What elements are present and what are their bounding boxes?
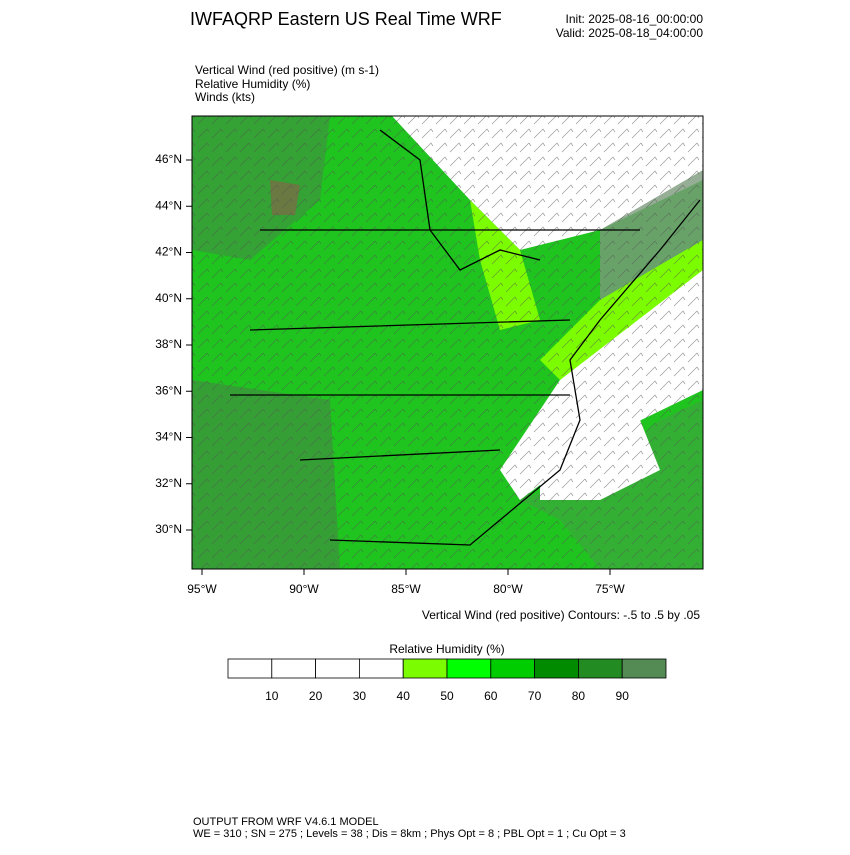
colorbar-label: 60 [484,689,498,703]
footer: OUTPUT FROM WRF V4.6.1 MODEL [193,816,379,828]
colorbar-label: 50 [440,689,454,703]
valid-time: Valid: 2025-08-18_04:00:00 [556,26,704,40]
colorbar-box [358,658,404,679]
lat-label: 36°N [155,383,182,397]
colorbar-box [490,658,535,679]
lon-label: 85°W [391,582,421,596]
lat-label: 38°N [155,337,182,351]
lat-label: 46°N [155,152,182,166]
colorbar-label: 70 [528,689,542,703]
map-frame [191,115,704,570]
colorbar-label: 10 [265,689,279,703]
lon-label: 95°W [187,582,217,596]
colorbar-box [402,658,448,679]
lat-label: 34°N [155,430,182,444]
colorbar: 10 20 30 40 50 60 70 80 90 [227,658,667,703]
lat-axis: 46°N 44°N 42°N 40°N 38°N 36°N 34°N 32°N 30°N [155,152,192,536]
colorbar-box [534,658,579,679]
contour-note: Vertical Wind (red positive) Contours: -… [422,608,700,622]
footer: WE = 310 ; SN = 275 ; Levels = 38 ; Dis … [193,828,626,840]
map-field [192,116,703,569]
colorbar-box [621,658,667,679]
init-time: Init: 2025-08-16_00:00:00 [566,12,704,26]
field-label: Relative Humidity (%) [195,77,310,91]
lat-label: 32°N [155,476,182,490]
lon-axis: 95°W 90°W 85°W 80°W 75°W [187,569,625,596]
lat-label: 40°N [155,291,182,305]
colorbar-label: 90 [616,689,630,703]
wind-barbs [192,116,703,569]
colorbar-box [315,658,360,679]
field-label: Vertical Wind (red positive) (m s-1) [195,63,379,77]
colorbar-label: 80 [572,689,586,703]
lon-label: 75°W [595,582,625,596]
colorbar-title: Relative Humidity (%) [389,642,504,656]
colorbar-label: 20 [309,689,323,703]
colorbar-box [578,658,623,679]
boundaries [230,129,701,546]
lat-label: 44°N [155,198,182,212]
title: IWFAQRP Eastern US Real Time WRF [190,9,502,29]
colorbar-box [446,658,492,679]
lat-label: 42°N [155,245,182,259]
lat-label: 30°N [155,522,182,536]
lon-label: 90°W [289,582,319,596]
lon-label: 80°W [493,582,523,596]
colorbar-box [227,658,273,679]
colorbar-label: 40 [397,689,411,703]
colorbar-label: 30 [353,689,367,703]
field-label: Winds (kts) [195,90,255,104]
colorbar-box [271,658,316,679]
